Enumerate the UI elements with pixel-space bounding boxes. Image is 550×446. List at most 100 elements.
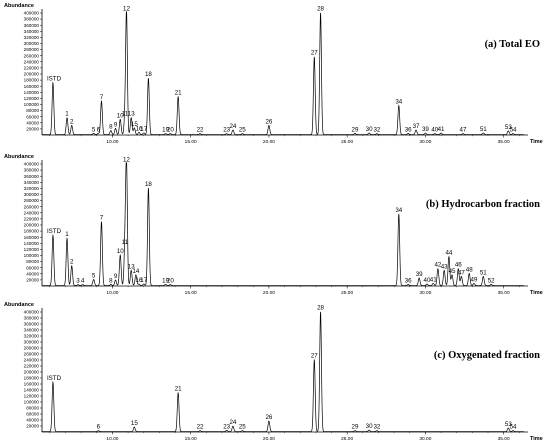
y-tick-label: 160000: [24, 382, 40, 387]
peak-label: 36: [405, 277, 412, 284]
y-tick-label: 80000: [26, 406, 39, 411]
peak-label: 21: [175, 89, 182, 96]
peak-label: 20: [167, 127, 174, 134]
y-tick-label: 120000: [24, 96, 40, 101]
x-tick-label: 10.00: [106, 290, 118, 296]
peak-label: 39: [416, 271, 423, 278]
peak-label: 41: [430, 276, 437, 283]
peak-label: 32: [373, 127, 380, 134]
peak-label: 5: [92, 272, 96, 279]
peak-label: 2: [70, 259, 74, 266]
y-tick-label: 20000: [26, 127, 39, 132]
peak-label: 30: [366, 423, 373, 430]
peak-label: 25: [239, 424, 246, 431]
peak-label: 26: [265, 414, 272, 421]
peak-label: 28: [317, 305, 324, 312]
y-tick-label: 20000: [26, 424, 39, 429]
y-tick-label: 280000: [24, 346, 40, 351]
x-tick-label: 35.00: [498, 290, 510, 296]
peak-label: 23: [223, 423, 230, 430]
peak-label: 21: [175, 386, 182, 393]
y-tick-label: 360000: [24, 322, 40, 327]
peak-label: 24: [229, 419, 236, 426]
peak-label: 1: [65, 231, 69, 238]
peak-label: 11: [122, 111, 129, 118]
peak-label: 44: [445, 250, 452, 257]
peak-label: 16: [136, 125, 143, 132]
peak-label: 6: [97, 424, 101, 431]
x-tick-label: 20.00: [263, 436, 275, 442]
peak-label: 6: [97, 126, 101, 133]
y-axis-label: Abundance: [4, 3, 34, 9]
y-tick-label: 40000: [26, 120, 39, 125]
y-tick-label: 400000: [24, 310, 40, 315]
y-tick-label: 240000: [24, 59, 40, 64]
y-tick-label: 220000: [24, 217, 40, 222]
y-tick-label: 200000: [24, 370, 40, 375]
peak-label: 2: [70, 118, 74, 125]
y-tick-label: 220000: [24, 66, 40, 71]
peak-label: 16: [136, 277, 143, 284]
y-tick-label: 300000: [24, 340, 40, 345]
y-tick-label: 320000: [24, 35, 40, 40]
y-tick-label: 400000: [24, 162, 40, 167]
y-tick-label: 300000: [24, 41, 40, 46]
peak-label: 19: [162, 127, 169, 134]
panel-title: (c) Oxygenated fraction: [434, 350, 540, 361]
peak-label: 18: [145, 181, 152, 188]
panel-title: (a) Total EO: [485, 39, 540, 50]
y-tick-label: 100000: [24, 400, 40, 405]
y-tick-label: 300000: [24, 192, 40, 197]
y-tick-label: 380000: [24, 168, 40, 173]
peak-label: 51: [480, 269, 487, 276]
y-tick-label: 360000: [24, 23, 40, 28]
peak-label: 47: [460, 127, 467, 134]
chart-panel-3: AbundanceTime200004000060000800001000001…: [4, 302, 543, 442]
x-tick-label: 25.00: [341, 436, 353, 442]
y-tick-label: 140000: [24, 388, 40, 393]
peak-label: 40: [431, 127, 438, 134]
peak-label: 47: [458, 269, 465, 276]
peak-label: 28: [317, 6, 324, 13]
x-tick-label: 20.00: [263, 290, 275, 296]
peak-label: 37: [413, 123, 420, 130]
peak-label: 46: [455, 262, 462, 269]
peak-label: 7: [100, 94, 104, 101]
peak-label: ISTD: [47, 375, 62, 382]
peak-label: 36: [405, 126, 412, 133]
x-tick-label: 30.00: [419, 139, 431, 145]
x-tick-label: 15.00: [185, 139, 197, 145]
y-tick-label: 100000: [24, 253, 40, 258]
y-tick-label: 80000: [26, 108, 39, 113]
y-tick-label: 160000: [24, 235, 40, 240]
peak-label: 5: [92, 126, 96, 133]
y-tick-label: 220000: [24, 364, 40, 369]
y-tick-label: 180000: [24, 376, 40, 381]
peak-label: 13: [128, 263, 135, 270]
y-tick-label: 400000: [24, 11, 40, 16]
y-tick-label: 20000: [26, 278, 39, 283]
y-tick-label: 240000: [24, 358, 40, 363]
x-tick-label: 30.00: [419, 436, 431, 442]
peak-label: 39: [422, 126, 429, 133]
peak-label: 54: [510, 424, 517, 431]
peak-label: 7: [100, 214, 104, 221]
y-tick-label: 100000: [24, 102, 40, 107]
peak-label: 53: [505, 421, 512, 428]
y-tick-label: 60000: [26, 412, 39, 417]
x-tick-label: 15.00: [185, 436, 197, 442]
peak-label: 8: [109, 277, 113, 284]
x-axis-label: Time: [530, 139, 543, 145]
peak-label: 18: [145, 71, 152, 78]
peak-label: 11: [122, 239, 129, 246]
peak-label: 22: [197, 424, 204, 431]
chromatogram-trace: [42, 11, 524, 135]
peak-label: 15: [131, 121, 138, 128]
y-tick-label: 140000: [24, 241, 40, 246]
y-tick-label: 260000: [24, 204, 40, 209]
peak-label: 51: [480, 126, 487, 133]
peak-label: 10: [117, 112, 124, 119]
y-tick-label: 160000: [24, 84, 40, 89]
x-tick-label: 35.00: [498, 436, 510, 442]
